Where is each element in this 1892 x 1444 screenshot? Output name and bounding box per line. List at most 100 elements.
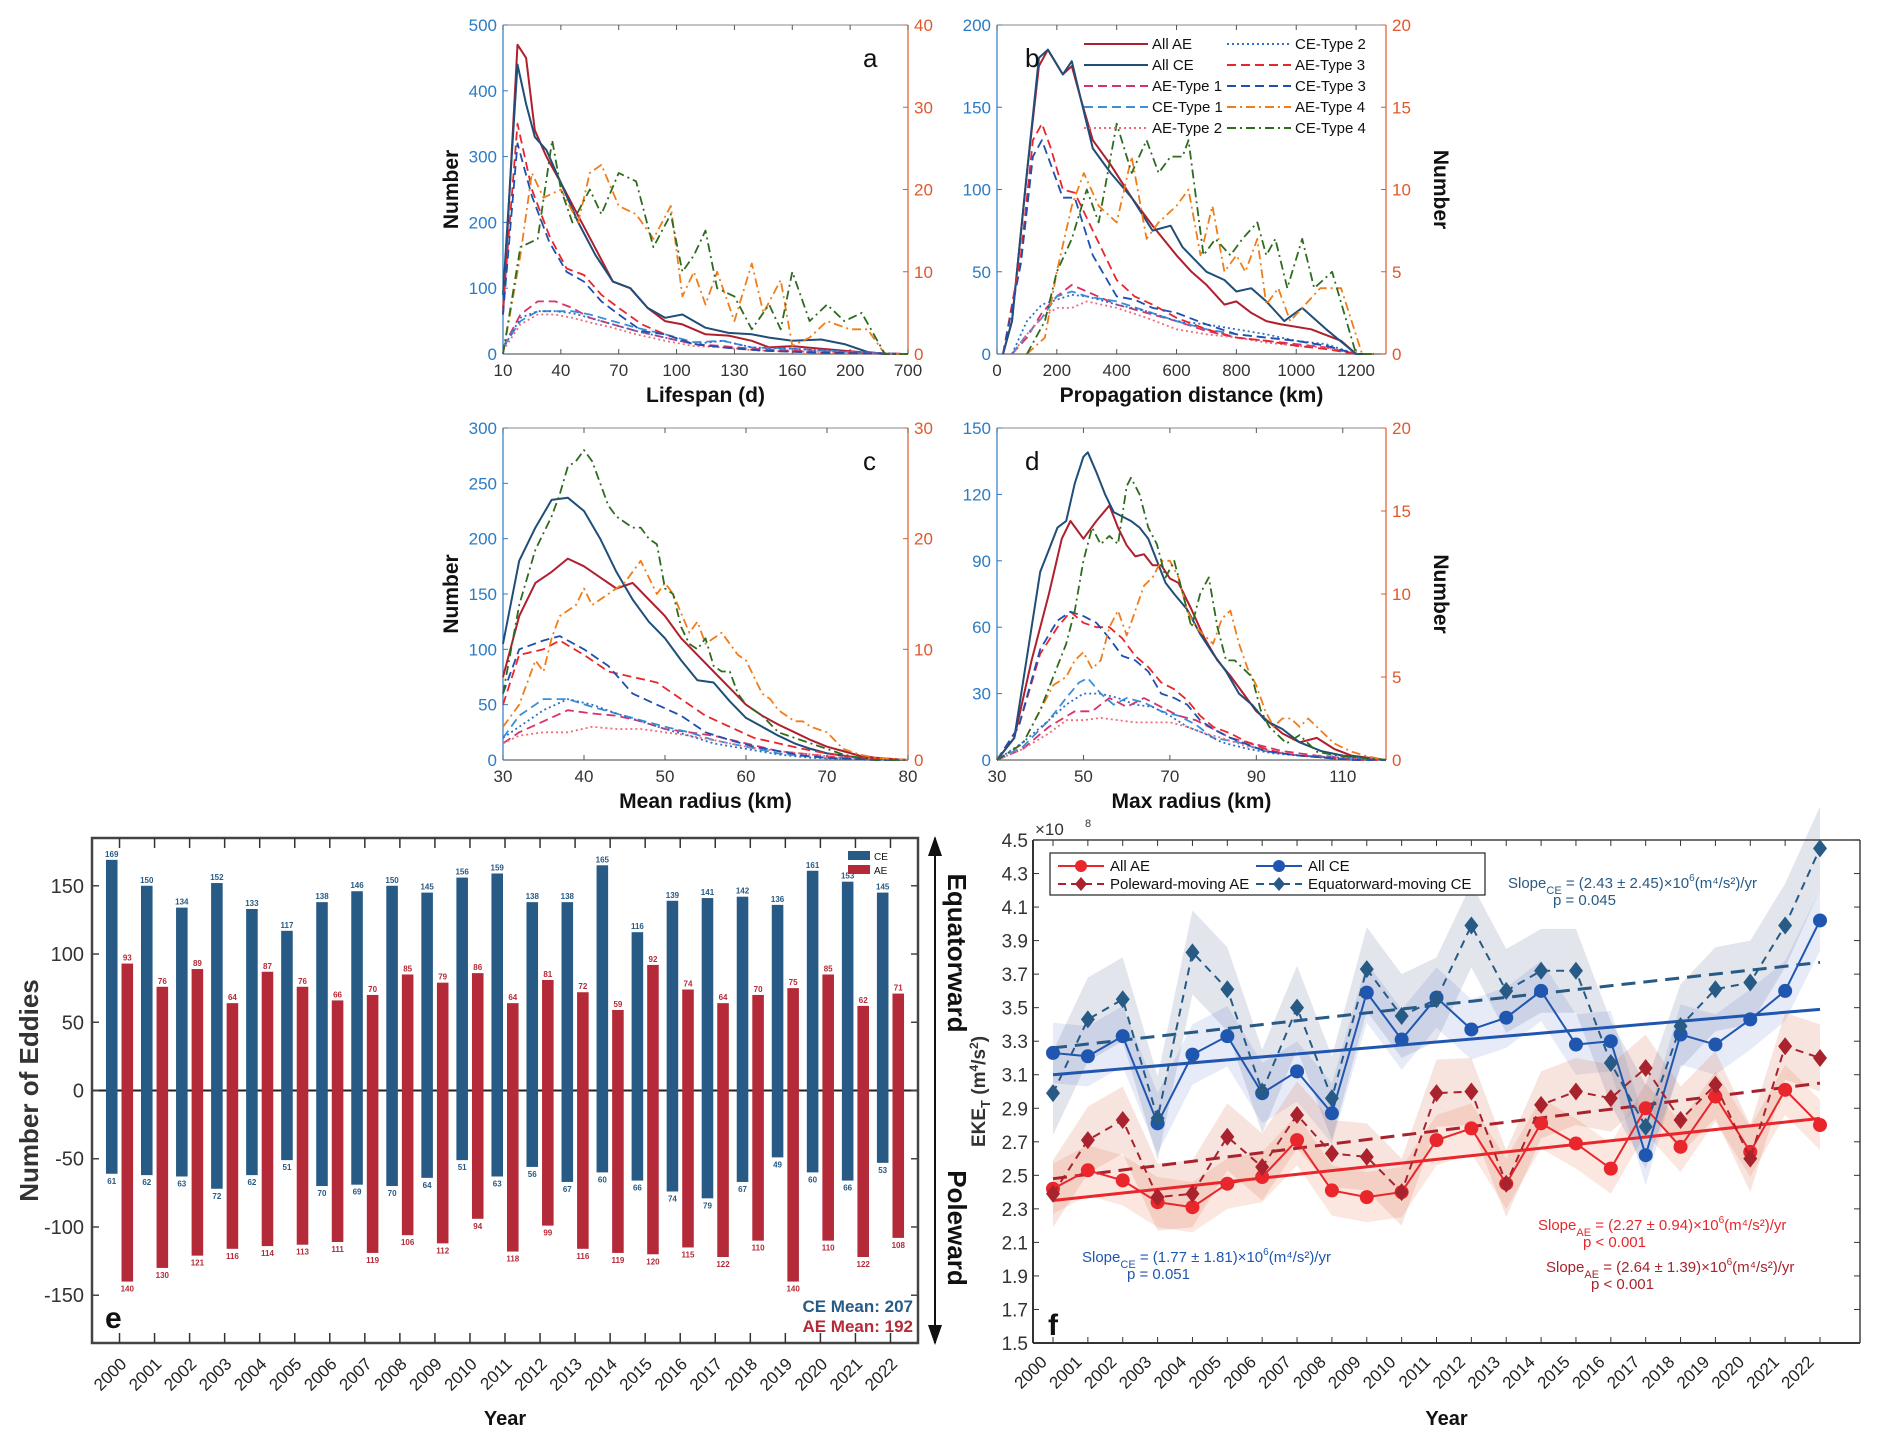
data-point-marker: [1429, 1084, 1444, 1103]
bar-value-label: 136: [771, 895, 785, 904]
bar-ae-equatorward: [366, 994, 379, 1091]
data-point-marker: [1115, 1029, 1130, 1044]
bar-value-label: 134: [175, 898, 189, 907]
bar-value-label: 64: [719, 993, 728, 1002]
series-line-ce-type1: [996, 677, 1387, 761]
bar-ce-equatorward: [141, 885, 153, 1091]
data-point-marker: [1220, 1176, 1235, 1191]
data-point-marker: [1080, 1131, 1095, 1150]
panel-e: -150 -100 -50 0 50 100 150 2000 169 93 61 140 2001 15…: [14, 836, 972, 1430]
legend-panel-b: All AE All CE AE-Type 1 CE-Type 1 AE-Type 2 C…: [1084, 36, 1366, 137]
x-tick-label: 2019: [1673, 1352, 1713, 1392]
data-point-marker: [1638, 1101, 1653, 1116]
x-tick-label: 100: [662, 361, 690, 380]
right-y-tick-label: 40: [914, 16, 933, 35]
bar-ce-poleward: [456, 1090, 468, 1161]
y-tick-label: 2.7: [1002, 1133, 1028, 1154]
bar-ce-equatorward: [596, 865, 609, 1091]
y-tick-label: -150: [44, 1285, 84, 1307]
y-exponent-label: ×10: [1035, 820, 1064, 839]
bar-value-label: 63: [177, 1179, 186, 1188]
bar-ce-equatorward: [526, 902, 539, 1091]
bar-ce-poleward: [841, 1090, 854, 1181]
x-tick-label: 2003: [1115, 1352, 1155, 1392]
left-y-tick-label: 500: [469, 16, 497, 35]
bar-value-label: 64: [423, 1181, 432, 1190]
bar-value-label: 116: [226, 1252, 239, 1261]
x-tick-label: 30: [494, 767, 513, 786]
bar-ce-equatorward: [351, 891, 363, 1091]
y-axis-label: Number of Eddies: [14, 979, 44, 1201]
data-point-marker: [1324, 1183, 1339, 1198]
bar-value-label: 133: [245, 899, 259, 908]
bar-value-label: 72: [578, 982, 587, 991]
slope-annotation: SlopeAE = (2.27 ± 0.94)×106(m⁴/s²)/yr: [1538, 1215, 1786, 1239]
bar-ce-poleward: [141, 1090, 153, 1176]
x-tick-label: 2015: [1534, 1352, 1574, 1392]
data-point-marker: [1220, 980, 1235, 999]
bar-ae-equatorward: [226, 1003, 239, 1091]
left-y-tick-label: 250: [469, 474, 497, 493]
bar-ae-poleward: [822, 1090, 834, 1241]
series-line-ae-type4: [1026, 155, 1374, 355]
bar-ce-poleward: [211, 1090, 223, 1189]
bar-ae-equatorward: [156, 986, 169, 1091]
y-tick-label: 150: [51, 876, 84, 898]
bar-value-label: 62: [247, 1178, 256, 1187]
y-tick-label: 2.3: [1002, 1200, 1028, 1221]
bar-value-label: 61: [107, 1177, 116, 1186]
y-tick-label: 3.3: [1002, 1032, 1028, 1053]
series-line-ae-type3: [502, 639, 909, 761]
data-point-marker: [1080, 1010, 1095, 1029]
x-tick-label: 600: [1162, 361, 1190, 380]
x-tick-label: 2021: [1743, 1352, 1783, 1392]
left-y-tick-label: 100: [469, 640, 497, 659]
data-point-marker: [1743, 1149, 1758, 1168]
data-point-marker: [1813, 839, 1827, 858]
bar-ce-equatorward: [666, 900, 679, 1091]
y-tick-label: 2.5: [1002, 1166, 1028, 1187]
bar-ce-equatorward: [316, 902, 328, 1091]
y-tick-label: 2.9: [1002, 1099, 1028, 1120]
bar-ce-equatorward: [105, 859, 118, 1091]
ae-mean-annotation: AE Mean: 192: [802, 1317, 913, 1336]
right-y-tick-label: 30: [914, 98, 933, 117]
x-tick-label: 2005: [1185, 1352, 1225, 1392]
bar-ae-equatorward: [857, 1005, 869, 1091]
y-tick-label: 1.5: [1002, 1334, 1028, 1355]
trend-line-all-ae: [1052, 1116, 1821, 1202]
bar-value-label: 64: [508, 993, 517, 1002]
data-point-marker: [1603, 1161, 1618, 1176]
right-y-tick-label: 10: [914, 640, 933, 659]
right-y-tick-label: 10: [1392, 181, 1411, 200]
bar-ce-poleward: [105, 1090, 118, 1174]
bar-value-label: 74: [668, 1195, 677, 1204]
legend-label: AE-Type 2: [1152, 120, 1222, 137]
legend-label: All AE: [1152, 36, 1192, 53]
bar-value-label: 60: [808, 1175, 817, 1184]
bar-ce-equatorward: [876, 892, 889, 1091]
bar-ce-poleward: [561, 1090, 574, 1182]
confidence-band-equa-ce: [1053, 806, 1820, 1169]
bar-value-label: 140: [121, 1285, 135, 1294]
bar-ce-equatorward: [246, 908, 258, 1091]
bar-value-label: 119: [366, 1256, 379, 1265]
bar-ae-equatorward: [822, 974, 834, 1091]
y-tick-label: 100: [51, 944, 84, 966]
x-tick-label: 2020: [1708, 1352, 1748, 1392]
bar-ae-poleward: [647, 1090, 659, 1255]
bar-ce-poleward: [771, 1090, 784, 1158]
bar-ce-poleward: [736, 1090, 749, 1182]
right-y-tick-label: 5: [1392, 263, 1401, 282]
bar-ae-poleward: [542, 1090, 554, 1226]
data-point-marker: [1290, 1105, 1305, 1124]
bar-ce-equatorward: [736, 896, 749, 1091]
bar-value-label: 150: [140, 876, 154, 885]
ce-mean-annotation: CE Mean: 207: [802, 1297, 913, 1316]
bar-value-label: 59: [613, 1000, 622, 1009]
bar-value-label: 85: [403, 964, 412, 973]
bar-value-label: 51: [283, 1163, 292, 1172]
x-tick-label: 2013: [1464, 1352, 1504, 1392]
bar-value-label: 86: [473, 963, 482, 972]
